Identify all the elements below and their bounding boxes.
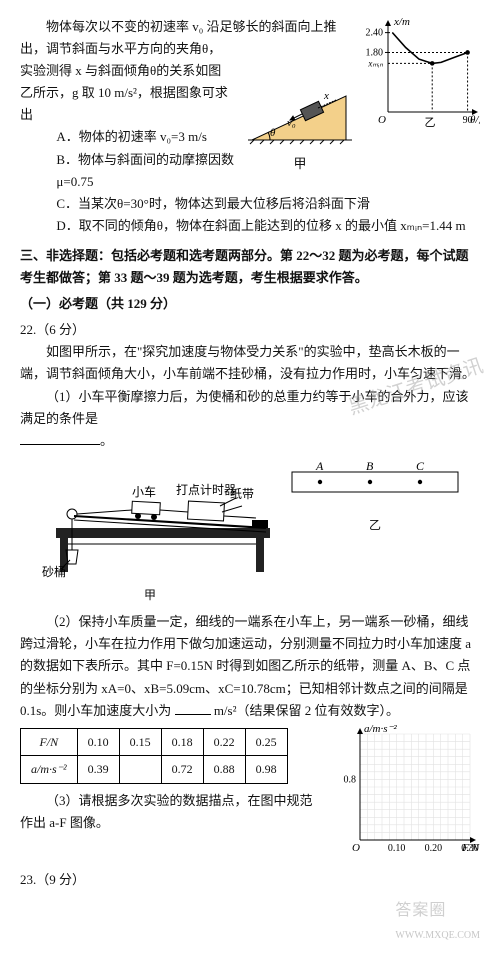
- cell: 0.72: [161, 756, 203, 783]
- svg-text:0.10: 0.10: [388, 843, 406, 854]
- q21-optD: D．取不同的倾角θ，物体在斜面上能达到的位移 x 的最小值 xₘᵢₙ=1.44 …: [20, 215, 480, 237]
- cell: 0.39: [77, 756, 119, 783]
- svg-text:x/m: x/m: [393, 16, 410, 28]
- cell: 0.15: [119, 728, 161, 755]
- svg-text:O: O: [378, 114, 386, 126]
- cell: 0.10: [77, 728, 119, 755]
- cell: 0.18: [161, 728, 203, 755]
- q22-p3: （2）保持小车质量一定，细线的一端系在小车上，另一端系一砂桶，细线跨过滑轮，小车…: [20, 611, 480, 721]
- table-row: F/N 0.10 0.15 0.18 0.22 0.25: [21, 728, 288, 755]
- tape-caption: 乙: [290, 515, 460, 535]
- q21-optB: B．物体与斜面间的动摩擦因数μ=0.75: [20, 149, 240, 193]
- svg-text:A: A: [315, 459, 324, 473]
- svg-text:2.40: 2.40: [366, 28, 384, 39]
- q23-num: 23.（9 分）: [20, 869, 480, 891]
- q21-intro2: 实验测得 x 与斜面倾角θ的关系如图: [20, 60, 354, 82]
- incline-figure: x v₀ θ 甲: [246, 82, 354, 175]
- xtheta-chart: 1.802.4090xₘᵢₙx/mθ/度O乙: [360, 16, 480, 141]
- svg-text:F/N: F/N: [461, 842, 480, 854]
- footer-watermark: 答案圈 WWW.MXQE.COM: [20, 897, 480, 945]
- svg-text:C: C: [416, 459, 425, 473]
- svg-text:θ: θ: [270, 127, 276, 139]
- section3-sub: （一）必考题（共 129 分）: [20, 293, 480, 315]
- q22-p2tail: 。: [100, 433, 113, 448]
- incline-caption: 甲: [246, 153, 354, 175]
- q22-p2-text: （1）小车平衡摩擦力后，为使桶和砂的总重力约等于小车的合外力，应该满足的条件是: [20, 389, 469, 426]
- section3-title: 三、非选择题：包括必考题和选考题两部分。第 22～32 题为必考题，每个试题考生…: [20, 245, 480, 289]
- th-F: F/N: [21, 728, 78, 755]
- q21-optA: A．物体的初速率 v₀=3 m/s: [20, 126, 240, 148]
- svg-text:v₀: v₀: [287, 117, 296, 129]
- cell: 0.88: [203, 756, 245, 783]
- apparatus-figure: 砂桶 小车 打点计时器 纸带 甲: [20, 458, 280, 605]
- svg-text:纸带: 纸带: [230, 487, 254, 501]
- q21-intro1: 物体每次以不变的初速率 v₀ 沿足够长的斜面向上推出，调节斜面与水平方向的夹角θ…: [20, 16, 354, 60]
- tape-figure: A B C 乙: [290, 458, 460, 535]
- cell: [119, 756, 161, 783]
- data-table: F/N 0.10 0.15 0.18 0.22 0.25 a/m·s⁻² 0.3…: [20, 728, 288, 784]
- svg-text:打点计时器: 打点计时器: [176, 483, 236, 497]
- svg-text:θ/度: θ/度: [470, 113, 480, 126]
- svg-text:xₘᵢₙ: xₘᵢₙ: [367, 58, 383, 68]
- cell: 0.25: [245, 728, 287, 755]
- q21-intro3: 乙所示，g 取 10 m/s²，根据图象可求出: [20, 82, 240, 126]
- cell: 0.22: [203, 728, 245, 755]
- footer-logo: 答案圈: [395, 902, 446, 919]
- table-row: a/m·s⁻² 0.39 0.72 0.88 0.98: [21, 756, 288, 783]
- q22-num: 22.（6 分）: [20, 319, 480, 341]
- q21-optC: C．当某次θ=30°时，物体达到最大位移后将沿斜面下滑: [20, 193, 480, 215]
- svg-text:0.20: 0.20: [425, 843, 443, 854]
- apparatus-caption: 甲: [20, 585, 280, 605]
- footer-url: WWW.MXQE.COM: [395, 930, 480, 941]
- svg-text:小车: 小车: [132, 484, 156, 499]
- svg-text:砂桶: 砂桶: [42, 564, 66, 578]
- th-a: a/m·s⁻²: [21, 756, 78, 783]
- svg-text:O: O: [352, 842, 360, 854]
- q22-p3b: m/s²（结果保留 2 位有效数字）。: [214, 703, 399, 718]
- cell: 0.98: [245, 756, 287, 783]
- svg-text:0.8: 0.8: [344, 774, 357, 785]
- q22-p1: 如图甲所示，在"探究加速度与物体受力关系"的实验中，垫高长木板的一端，调节斜面倾…: [20, 341, 480, 385]
- q22-p2: （1）小车平衡摩擦力后，为使桶和砂的总重力约等于小车的合外力，应该满足的条件是: [20, 386, 480, 430]
- svg-text:1.80: 1.80: [366, 47, 384, 58]
- svg-text:a/m·s⁻²: a/m·s⁻²: [364, 723, 397, 735]
- svg-text:乙: 乙: [425, 116, 436, 129]
- q22-p4: （3）请根据多次实验的数据描点，在图中规范作出 a-F 图像。: [20, 790, 324, 834]
- svg-text:x: x: [323, 90, 329, 102]
- svg-text:B: B: [366, 459, 374, 473]
